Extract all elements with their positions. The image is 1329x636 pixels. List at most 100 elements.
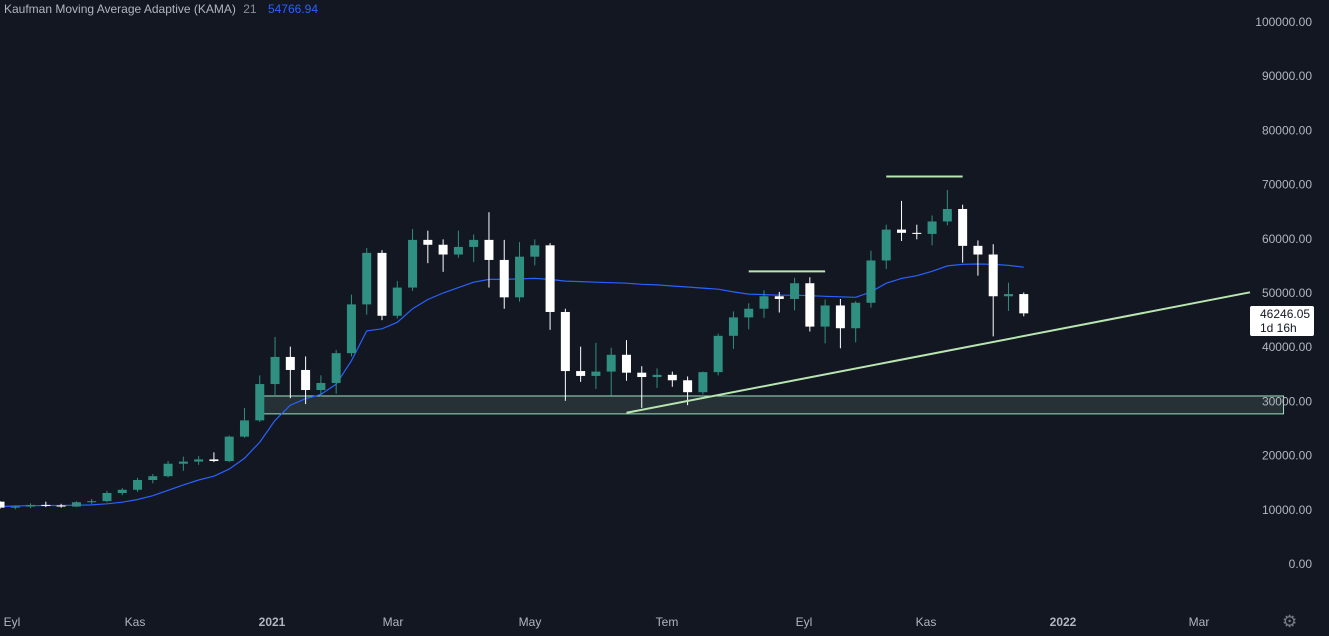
- candle: [973, 240, 983, 276]
- candle-body: [560, 311, 570, 372]
- candle: [576, 346, 586, 382]
- candle: [866, 250, 876, 308]
- candle-body: [698, 372, 708, 393]
- candle: [897, 200, 907, 241]
- candle-body: [744, 308, 754, 318]
- candle: [851, 301, 861, 343]
- candle: [469, 234, 479, 263]
- candle: [331, 349, 341, 394]
- indicator-legend[interactable]: Kaufman Moving Average Adaptive (KAMA) 2…: [4, 2, 318, 16]
- candle-body: [56, 505, 66, 507]
- candle: [0, 501, 5, 509]
- last-price-value: 46246.05: [1260, 307, 1311, 321]
- candle-body: [255, 384, 265, 421]
- x-tick-label: Mar: [1189, 615, 1210, 629]
- candle: [637, 366, 647, 408]
- candle-body: [1003, 294, 1013, 297]
- candle-body: [591, 371, 601, 376]
- candle-body: [988, 254, 998, 297]
- candle: [774, 291, 784, 313]
- candle-body: [515, 256, 525, 298]
- candle: [728, 311, 738, 349]
- candle-body: [377, 252, 387, 316]
- candle: [530, 239, 540, 266]
- indicator-value: 54766.94: [267, 2, 319, 16]
- price-axis[interactable]: 100000.00 90000.00 80000.00 70000.00 60000.0…: [1255, 15, 1312, 571]
- candle: [56, 503, 66, 508]
- candle-body: [499, 259, 509, 298]
- candle: [790, 277, 800, 311]
- x-tick-label: Mar: [383, 615, 404, 629]
- candle-body: [362, 252, 372, 305]
- candle-body: [637, 372, 647, 378]
- candle: [408, 229, 418, 291]
- candle: [26, 503, 36, 509]
- candle: [148, 474, 158, 484]
- candle: [117, 488, 127, 496]
- candle: [377, 250, 387, 321]
- support-zone[interactable]: [259, 395, 1285, 415]
- candle: [545, 243, 555, 330]
- candle-body: [652, 374, 662, 378]
- x-tick-label: Kas: [916, 615, 937, 629]
- candle-body: [316, 382, 326, 391]
- candle-body: [392, 287, 402, 316]
- candle-body: [683, 380, 693, 393]
- candle: [958, 204, 968, 263]
- candle: [301, 356, 311, 405]
- candle: [270, 336, 280, 396]
- candle-body: [958, 208, 968, 246]
- candle: [744, 303, 754, 330]
- candle: [835, 298, 845, 349]
- candle: [71, 501, 81, 508]
- y-tick-label: 0.00: [1289, 557, 1313, 571]
- x-tick-label: May: [519, 615, 542, 629]
- kama-line: [0, 263, 1024, 508]
- candle-body: [224, 436, 234, 462]
- x-tick-label: Kas: [125, 615, 146, 629]
- candle-body: [285, 356, 295, 370]
- candle-body: [194, 459, 204, 462]
- candle: [194, 456, 204, 465]
- candle: [239, 407, 249, 438]
- candle: [484, 212, 494, 288]
- candle-body: [866, 260, 876, 303]
- candle-body: [301, 369, 311, 391]
- drawn-lines[interactable]: [626, 175, 1251, 414]
- y-tick-label: 80000.00: [1262, 123, 1312, 137]
- candle: [621, 340, 631, 381]
- candle-body: [790, 283, 800, 299]
- candle-body: [973, 245, 983, 255]
- candle: [759, 290, 769, 318]
- candle: [133, 477, 143, 492]
- candle-body: [423, 239, 433, 245]
- y-tick-label: 10000.00: [1262, 503, 1312, 517]
- candle: [927, 215, 937, 246]
- candle-body: [408, 239, 418, 288]
- candle-body: [667, 374, 677, 381]
- candle: [667, 371, 677, 387]
- candle-body: [576, 371, 586, 376]
- candle-body: [209, 459, 219, 462]
- candle-body: [270, 356, 280, 385]
- candle-body: [912, 232, 922, 234]
- candle-body: [942, 208, 952, 222]
- x-tick-label: Eyl: [4, 615, 21, 629]
- trendline: [626, 291, 1251, 414]
- time-axis[interactable]: Eyl Kas 2021 Mar May Tem Eyl Kas 2022 Mar: [4, 615, 1210, 629]
- candle-body: [102, 492, 112, 502]
- gear-icon[interactable]: ⚙: [1282, 612, 1298, 631]
- y-tick-label: 50000.00: [1262, 286, 1312, 300]
- candle-body: [239, 420, 249, 437]
- candle: [392, 281, 402, 319]
- candle: [10, 505, 20, 510]
- candle: [362, 248, 372, 315]
- candle-body: [26, 504, 36, 507]
- candle: [606, 347, 616, 396]
- candle-body: [851, 302, 861, 329]
- candle-body: [606, 354, 616, 372]
- support-zone-rect: [259, 395, 1285, 415]
- y-tick-label: 60000.00: [1262, 232, 1312, 246]
- candle: [285, 346, 295, 399]
